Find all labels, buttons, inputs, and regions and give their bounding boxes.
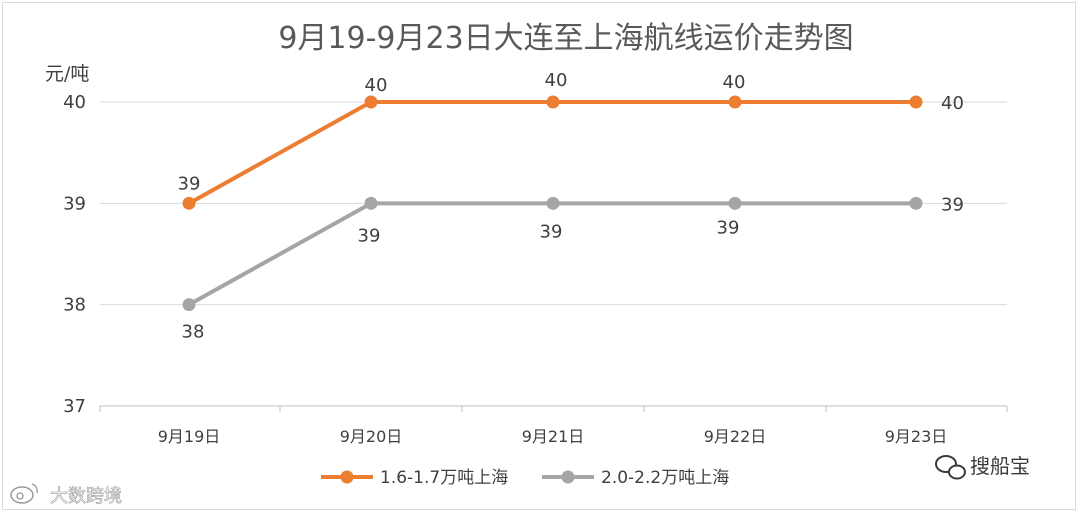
- data-point: [909, 196, 923, 210]
- legend-marker: [561, 470, 575, 484]
- x-tick-label: 9月23日: [885, 427, 948, 446]
- watermark-text-right: 搜船宝: [970, 454, 1030, 478]
- series-2: 38 39 39 39 39: [182, 194, 964, 342]
- series-line: [188, 100, 916, 206]
- data-point: [182, 196, 196, 210]
- data-label: 39: [178, 173, 201, 194]
- watermark-text-left: 大数跨境: [50, 486, 122, 507]
- data-point: [182, 298, 196, 312]
- data-label: 39: [540, 221, 563, 242]
- data-label: 40: [941, 93, 964, 114]
- watermark-left: 大数跨境: [10, 483, 122, 507]
- data-label: 40: [545, 70, 568, 91]
- y-tick-label: 39: [63, 193, 86, 214]
- legend-label: 1.6-1.7万吨上海: [380, 468, 508, 488]
- data-label: 38: [182, 322, 205, 343]
- data-point: [546, 196, 560, 210]
- weibo-icon: [10, 483, 38, 504]
- y-tick-label: 37: [63, 396, 86, 417]
- legend-item-1: 1.6-1.7万吨上海: [321, 468, 508, 488]
- watermark-right: 搜船宝: [935, 454, 1030, 480]
- data-point: [364, 196, 378, 210]
- x-tick-label: 9月22日: [704, 427, 767, 446]
- data-label: 40: [723, 72, 746, 93]
- series-line: [188, 201, 916, 307]
- data-label: 39: [358, 225, 381, 246]
- x-tick-label: 9月19日: [158, 427, 221, 446]
- wechat-icon: [935, 455, 966, 480]
- legend-item-2: 2.0-2.2万吨上海: [542, 468, 729, 488]
- data-point: [364, 95, 378, 109]
- chart-title: 9月19-9月23日大连至上海航线运价走势图: [278, 21, 853, 56]
- x-tick-label: 9月20日: [340, 427, 403, 446]
- data-point: [909, 95, 923, 109]
- data-label: 40: [365, 75, 388, 96]
- y-axis-ticks: 37 38 39 40: [63, 92, 86, 417]
- legend-label: 2.0-2.2万吨上海: [601, 468, 729, 488]
- data-label: 39: [941, 194, 964, 215]
- y-tick-label: 40: [63, 92, 86, 113]
- series-layer: 39 40 40 40 40 38 39 39 39 39: [178, 70, 964, 343]
- x-tick-label: 9月21日: [522, 427, 585, 446]
- y-axis-unit-label: 元/吨: [45, 63, 89, 85]
- series-1: 39 40 40 40 40: [178, 70, 964, 210]
- data-point: [728, 95, 742, 109]
- data-label: 39: [717, 217, 740, 238]
- legend-marker: [340, 470, 354, 484]
- x-axis: 9月19日 9月20日 9月21日 9月22日 9月23日: [99, 405, 1008, 446]
- y-tick-label: 38: [63, 295, 86, 316]
- legend: 1.6-1.7万吨上海 2.0-2.2万吨上海: [321, 468, 729, 488]
- data-point: [546, 95, 560, 109]
- data-point: [728, 196, 742, 210]
